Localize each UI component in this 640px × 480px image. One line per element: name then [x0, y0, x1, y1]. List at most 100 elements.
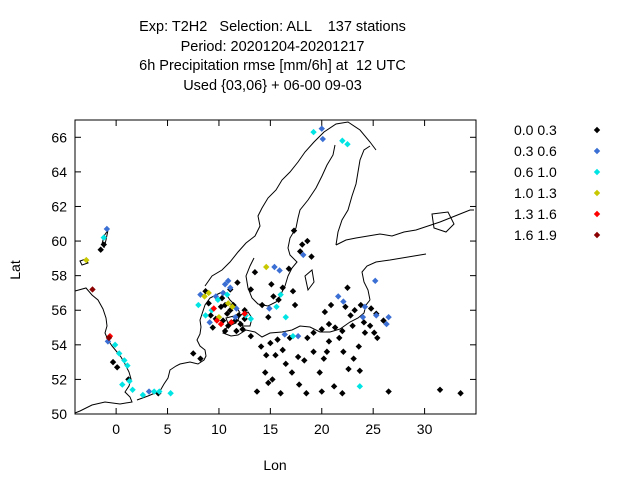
coastline-finland-west — [335, 145, 371, 246]
y-tick-label: 54 — [51, 337, 67, 353]
station-point-series-0 — [221, 327, 229, 335]
y-tick-label: 56 — [51, 302, 67, 318]
station-point-series-0 — [113, 364, 121, 371]
station-point-series-2 — [277, 291, 284, 298]
legend-marker — [593, 168, 601, 176]
station-point-series-5 — [105, 334, 113, 342]
station-point-series-1 — [340, 298, 347, 305]
station-point-series-0 — [318, 388, 325, 395]
station-point-series-2 — [150, 388, 158, 395]
legend-label: 1.3 1.6 — [514, 206, 557, 222]
station-point-series-0 — [109, 358, 117, 366]
station-point-series-0 — [279, 284, 286, 291]
station-point-series-1 — [145, 388, 153, 395]
y-tick-label: 64 — [51, 164, 67, 180]
station-point-series-0 — [279, 346, 286, 354]
title-line-variable: 6h Precipitation rmse [mm/6h] at 12 UTC — [139, 58, 406, 74]
station-point-series-2 — [129, 386, 136, 393]
legend-marker — [593, 231, 601, 239]
legend-marker — [593, 147, 601, 155]
title-line-used: Used {03,06} + 06-00 09-03 — [183, 77, 362, 94]
x-tick-label: 15 — [263, 421, 279, 437]
legend-marker — [593, 210, 601, 218]
legend-label: 1.0 1.3 — [514, 185, 557, 201]
station-point-series-0 — [289, 288, 297, 295]
y-tick-label: 58 — [51, 268, 67, 284]
station-point-series-0 — [267, 339, 274, 347]
station-point-series-2 — [121, 357, 128, 364]
station-point-series-1 — [359, 313, 367, 321]
station-point-series-0 — [262, 369, 269, 376]
station-point-series-0 — [308, 253, 315, 260]
station-point-series-0 — [272, 352, 279, 359]
station-point-series-1 — [319, 135, 326, 143]
station-point-series-0 — [265, 313, 272, 321]
legend-label: 0.0 0.3 — [514, 122, 557, 138]
station-point-series-0 — [225, 322, 232, 329]
coastline-zealand — [237, 311, 253, 327]
station-point-series-0 — [436, 386, 444, 393]
station-point-series-0 — [285, 265, 293, 272]
station-point-series-0 — [275, 296, 282, 304]
station-point-series-4 — [241, 310, 248, 317]
station-point-series-0 — [361, 329, 369, 336]
station-point-series-0 — [294, 353, 302, 361]
station-point-series-0 — [299, 241, 306, 248]
plot-frame — [74, 119, 477, 415]
station-point-series-2 — [273, 303, 280, 310]
station-point-series-2 — [356, 383, 364, 390]
station-point-series-0 — [291, 301, 299, 309]
y-tick-label: 60 — [51, 233, 67, 249]
station-point-series-4 — [210, 305, 218, 312]
coastline-norway — [204, 121, 377, 287]
x-tick-label: 25 — [365, 421, 381, 437]
station-point-series-0 — [350, 355, 357, 362]
coastline-gotland — [304, 269, 315, 292]
station-point-series-2 — [214, 296, 222, 304]
station-point-series-0 — [304, 237, 311, 245]
station-point-series-2 — [195, 301, 202, 309]
x-tick-label: 20 — [314, 421, 330, 437]
station-point-series-2 — [310, 128, 317, 136]
station-point-series-0 — [321, 308, 329, 316]
station-point-series-2 — [167, 390, 174, 397]
coastline-continent-north-sea — [136, 290, 225, 401]
station-point-series-1 — [373, 312, 380, 319]
station-point-series-0 — [320, 355, 328, 362]
station-point-series-2 — [282, 313, 289, 321]
station-point-series-0 — [349, 322, 356, 329]
station-point-series-0 — [270, 293, 277, 300]
coastline-britain — [74, 287, 133, 414]
title-line-experiment: Exp: T2H2 Selection: ALL 137 stations — [139, 19, 406, 35]
station-point-series-0 — [360, 319, 368, 326]
axis-tick-labels: 0 5 10 15 20 25 30 50 52 54 56 58 60 62 64 66 — [51, 129, 432, 437]
station-point-series-0 — [366, 322, 374, 329]
station-point-series-2 — [111, 341, 119, 349]
station-point-series-2 — [119, 381, 126, 388]
station-point-series-1 — [227, 284, 234, 291]
station-point-series-1 — [276, 267, 283, 274]
station-point-series-2 — [339, 137, 346, 144]
chart-title: Exp: T2H2 Selection: ALL 137 stations Pe… — [0, 18, 545, 96]
station-point-series-4 — [217, 320, 225, 328]
station-points — [83, 125, 464, 399]
coastline-sweden-east — [245, 144, 336, 307]
station-point-series-4 — [228, 319, 235, 326]
station-point-series-3 — [83, 256, 90, 264]
station-point-series-0 — [274, 336, 281, 343]
station-point-series-0 — [347, 312, 354, 319]
station-point-series-0 — [205, 300, 212, 307]
station-point-series-0 — [290, 227, 298, 234]
station-point-series-0 — [265, 379, 272, 387]
station-point-series-1 — [383, 320, 390, 328]
y-tick-label: 50 — [51, 406, 67, 422]
station-point-series-1 — [225, 277, 232, 285]
station-point-series-0 — [344, 284, 351, 291]
coastline-baltic-states — [361, 253, 427, 301]
station-point-series-1 — [103, 225, 111, 233]
station-point-series-0 — [318, 326, 325, 333]
station-point-series-4 — [213, 317, 221, 324]
station-point-series-0 — [233, 327, 240, 335]
x-tick-label: 0 — [112, 421, 120, 437]
station-point-series-0 — [257, 343, 265, 350]
